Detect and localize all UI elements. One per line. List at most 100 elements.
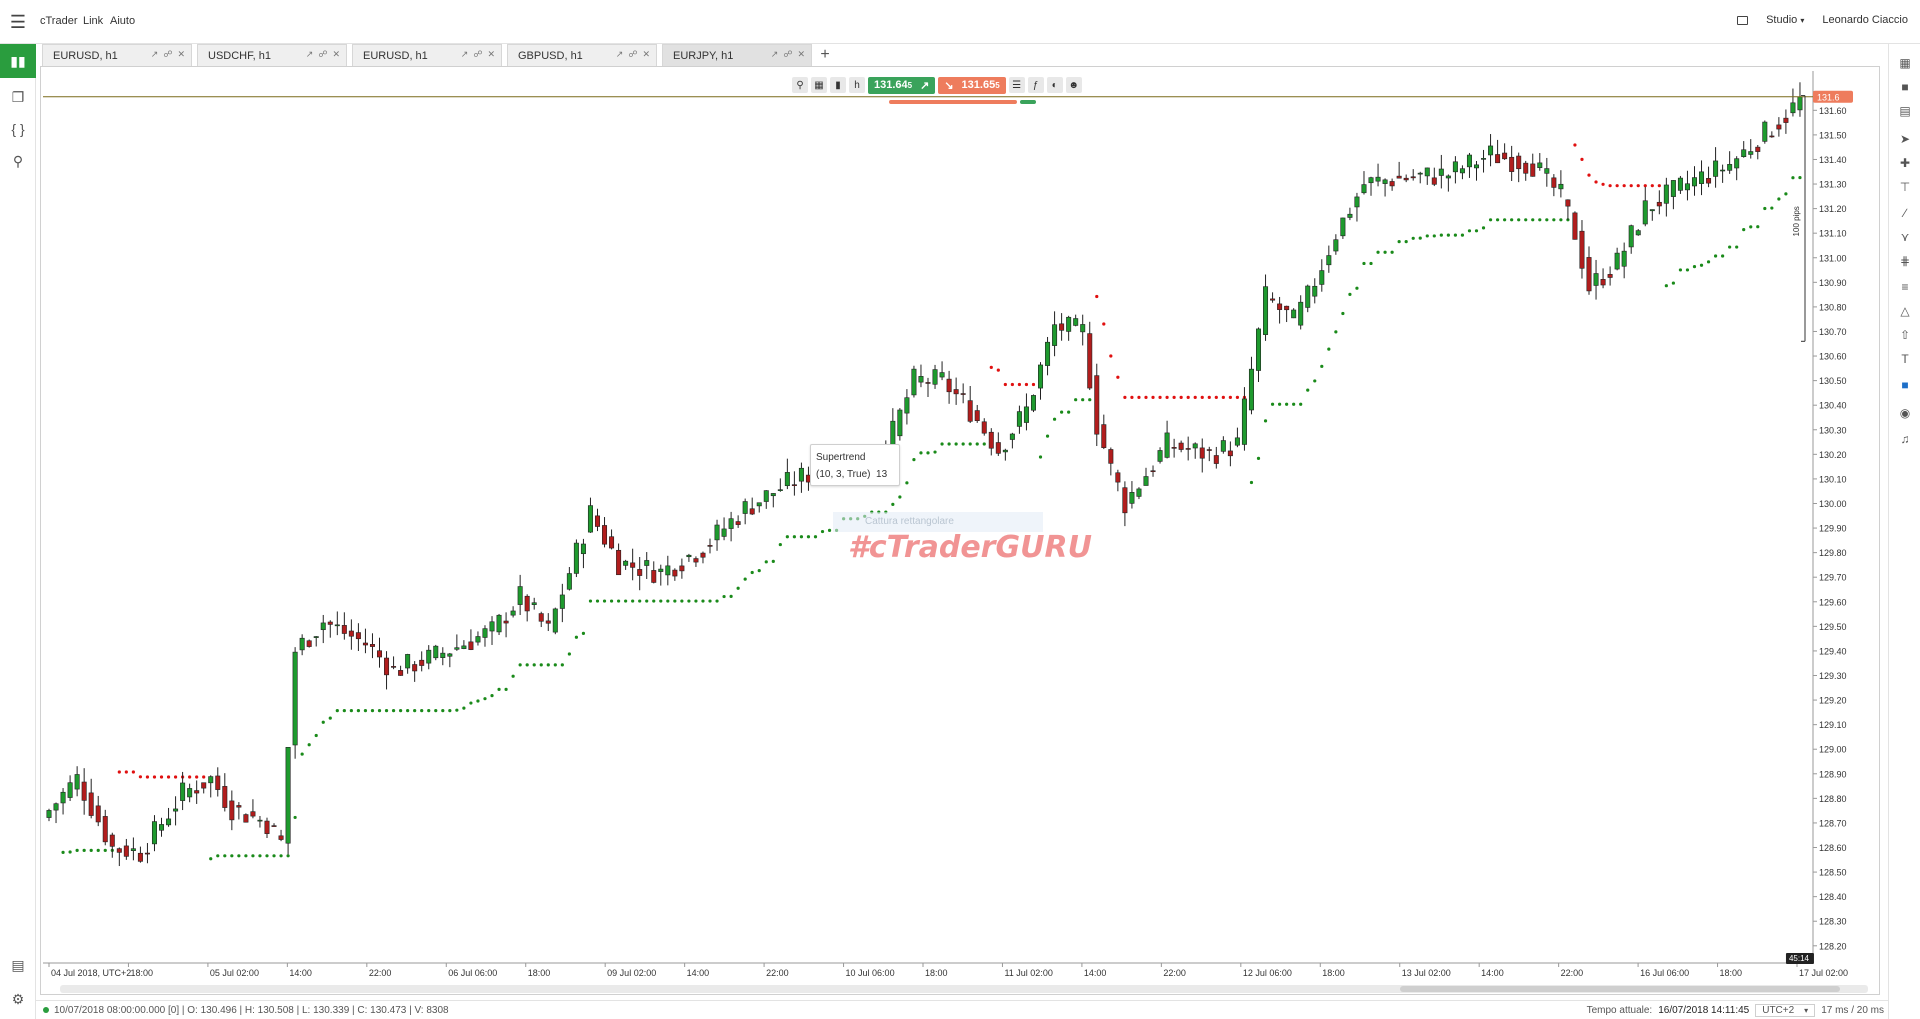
users-icon[interactable]: ☻ bbox=[1065, 77, 1082, 93]
copy-icon[interactable]: ❐ bbox=[11, 88, 25, 105]
menu-aiuto[interactable]: Aiuto bbox=[110, 15, 136, 27]
supertrend-dot bbox=[1341, 311, 1345, 316]
right-toolbar: ▦ ■ ▤ ➤ ✚ ⊤ ∕ ⋎ ⋕ ≡ △ ⇧ T ■ ◉ ♫ bbox=[1888, 44, 1920, 1019]
supertrend-dot bbox=[574, 635, 579, 639]
zoom-icon[interactable]: ⚲ bbox=[792, 77, 808, 93]
supertrend-dot bbox=[940, 442, 944, 446]
list-icon[interactable]: ☰ bbox=[1008, 77, 1025, 93]
link-icon[interactable]: ☍ bbox=[318, 49, 328, 59]
alert-bell-icon[interactable]: ♫ bbox=[1900, 432, 1910, 446]
detach-icon[interactable]: ↗ bbox=[460, 49, 469, 59]
analyze-search-icon[interactable]: ⚲ bbox=[12, 152, 24, 169]
grid-layout-icon[interactable]: ▦ bbox=[1899, 56, 1911, 70]
tab-usdchf[interactable]: USDCHF, h1 ↗ ☍ ✕ bbox=[197, 44, 347, 66]
timezone-select[interactable]: UTC+2 ▾ bbox=[1755, 1004, 1816, 1017]
panel-layout-icon[interactable]: ▤ bbox=[1899, 104, 1911, 118]
supertrend-dot bbox=[827, 528, 832, 532]
briefcase-icon[interactable]: ▤ bbox=[11, 956, 25, 973]
supertrend-dot bbox=[441, 709, 445, 713]
candle-body bbox=[1509, 156, 1515, 172]
candle-body bbox=[1213, 455, 1219, 464]
pitchfork-icon[interactable]: ⋎ bbox=[1900, 230, 1910, 244]
candle-body bbox=[566, 573, 572, 590]
horizontal-line-icon[interactable]: ⊤ bbox=[1899, 180, 1911, 194]
candle-body bbox=[1516, 155, 1522, 170]
link-icon[interactable]: ☍ bbox=[163, 49, 173, 59]
candle-body bbox=[686, 554, 692, 558]
supertrend-dot bbox=[1228, 395, 1232, 399]
menu-link[interactable]: Link bbox=[83, 15, 104, 27]
detach-icon[interactable]: ↗ bbox=[615, 49, 624, 59]
supertrend-dot bbox=[1615, 184, 1619, 188]
price-tick-label: 129.10 bbox=[1819, 720, 1847, 730]
chart-type-icon[interactable]: ▮ bbox=[830, 77, 846, 93]
menu-ctrader[interactable]: cTrader bbox=[40, 15, 78, 27]
supertrend-dot bbox=[1081, 398, 1085, 402]
candle-body bbox=[271, 825, 277, 827]
studio-dropdown[interactable]: Studio ▾ bbox=[1766, 14, 1804, 26]
channel-icon[interactable]: ⋕ bbox=[1899, 254, 1911, 268]
close-icon[interactable]: ✕ bbox=[642, 49, 650, 59]
add-tab-button[interactable]: + bbox=[820, 46, 830, 63]
arrow-icon[interactable]: ⇧ bbox=[1899, 328, 1911, 342]
crosshair-icon[interactable]: ✚ bbox=[1899, 156, 1911, 170]
tab-eurusd-2[interactable]: EURUSD, h1 ↗ ☍ ✕ bbox=[352, 44, 502, 66]
trendline-icon[interactable]: ∕ bbox=[1903, 206, 1906, 220]
triangle-icon[interactable]: △ bbox=[1900, 304, 1910, 318]
supertrend-dot bbox=[1390, 250, 1394, 254]
link-icon[interactable]: ☍ bbox=[473, 49, 483, 59]
timeframe-icon[interactable]: h bbox=[849, 77, 865, 93]
supertrend-dot bbox=[1144, 395, 1148, 399]
indicator-f-icon[interactable]: ƒ bbox=[1027, 77, 1044, 93]
close-icon[interactable]: ✕ bbox=[332, 49, 340, 59]
candle-body bbox=[1087, 333, 1093, 389]
supertrend-dot bbox=[638, 599, 642, 603]
candle-body bbox=[1614, 252, 1620, 270]
link-icon[interactable]: ☍ bbox=[783, 49, 793, 59]
tab-gbpusd[interactable]: GBPUSD, h1 ↗ ☍ ✕ bbox=[507, 44, 657, 66]
hamburger-menu-icon[interactable]: ☰ bbox=[9, 11, 27, 32]
detach-icon[interactable]: ↗ bbox=[770, 49, 779, 59]
scroll-thumb[interactable] bbox=[1400, 986, 1840, 992]
close-icon[interactable]: ✕ bbox=[797, 49, 805, 59]
sell-button[interactable]: ↘ 131.655 bbox=[938, 76, 1006, 94]
capture-hint: Cattura rettangolare bbox=[833, 512, 1043, 532]
candle-body bbox=[1045, 341, 1051, 366]
supertrend-dot bbox=[1481, 226, 1486, 230]
text-icon[interactable]: T bbox=[1901, 352, 1909, 366]
supertrend-dot bbox=[209, 857, 213, 861]
color-square-icon[interactable]: ■ bbox=[1901, 378, 1909, 392]
tab-eurjpy[interactable]: EURJPY, h1 ↗ ☍ ✕ bbox=[662, 44, 812, 66]
supertrend-dot bbox=[806, 535, 811, 539]
close-icon[interactable]: ✕ bbox=[487, 49, 495, 59]
time-tick-label: 22:00 bbox=[766, 968, 789, 978]
automate-code-icon[interactable]: { } bbox=[11, 121, 25, 137]
horizontal-scrollbar[interactable] bbox=[60, 985, 1868, 993]
supertrend-dot bbox=[891, 502, 895, 506]
price-tick-label: 130.10 bbox=[1819, 474, 1847, 484]
supertrend-dot bbox=[307, 743, 311, 747]
fibonacci-icon[interactable]: ≡ bbox=[1901, 280, 1909, 294]
buy-button[interactable]: 131.645 ↗ bbox=[868, 76, 936, 94]
window-mode-icon[interactable] bbox=[1737, 15, 1749, 25]
supertrend-dot bbox=[1285, 402, 1289, 406]
supertrend-dot bbox=[1446, 233, 1450, 237]
candle-body bbox=[700, 552, 706, 558]
supertrend-dot bbox=[1348, 292, 1352, 296]
cursor-icon[interactable]: ➤ bbox=[1899, 132, 1911, 146]
trade-chart-icon[interactable]: ▮▮ bbox=[0, 44, 36, 78]
supertrend-dot bbox=[406, 709, 410, 713]
detach-icon[interactable]: ↗ bbox=[150, 49, 159, 59]
supertrend-dot bbox=[722, 594, 726, 599]
close-icon[interactable]: ✕ bbox=[177, 49, 185, 59]
candle-body bbox=[1291, 309, 1297, 319]
tab-eurusd-1[interactable]: EURUSD, h1 ↗ ☍ ✕ bbox=[42, 44, 192, 66]
single-layout-icon[interactable]: ■ bbox=[1901, 80, 1909, 94]
settings-gear-icon[interactable]: ⚙ bbox=[11, 990, 25, 1007]
user-name[interactable]: Leonardo Ciaccio bbox=[1822, 14, 1908, 26]
camera-icon[interactable]: ◉ bbox=[1899, 406, 1911, 420]
chart-settings-icon[interactable]: ▦ bbox=[811, 77, 827, 93]
link-icon[interactable]: ☍ bbox=[628, 49, 638, 59]
detach-icon[interactable]: ↗ bbox=[305, 49, 314, 59]
sentiment-icon[interactable]: ◐ bbox=[1046, 77, 1063, 93]
